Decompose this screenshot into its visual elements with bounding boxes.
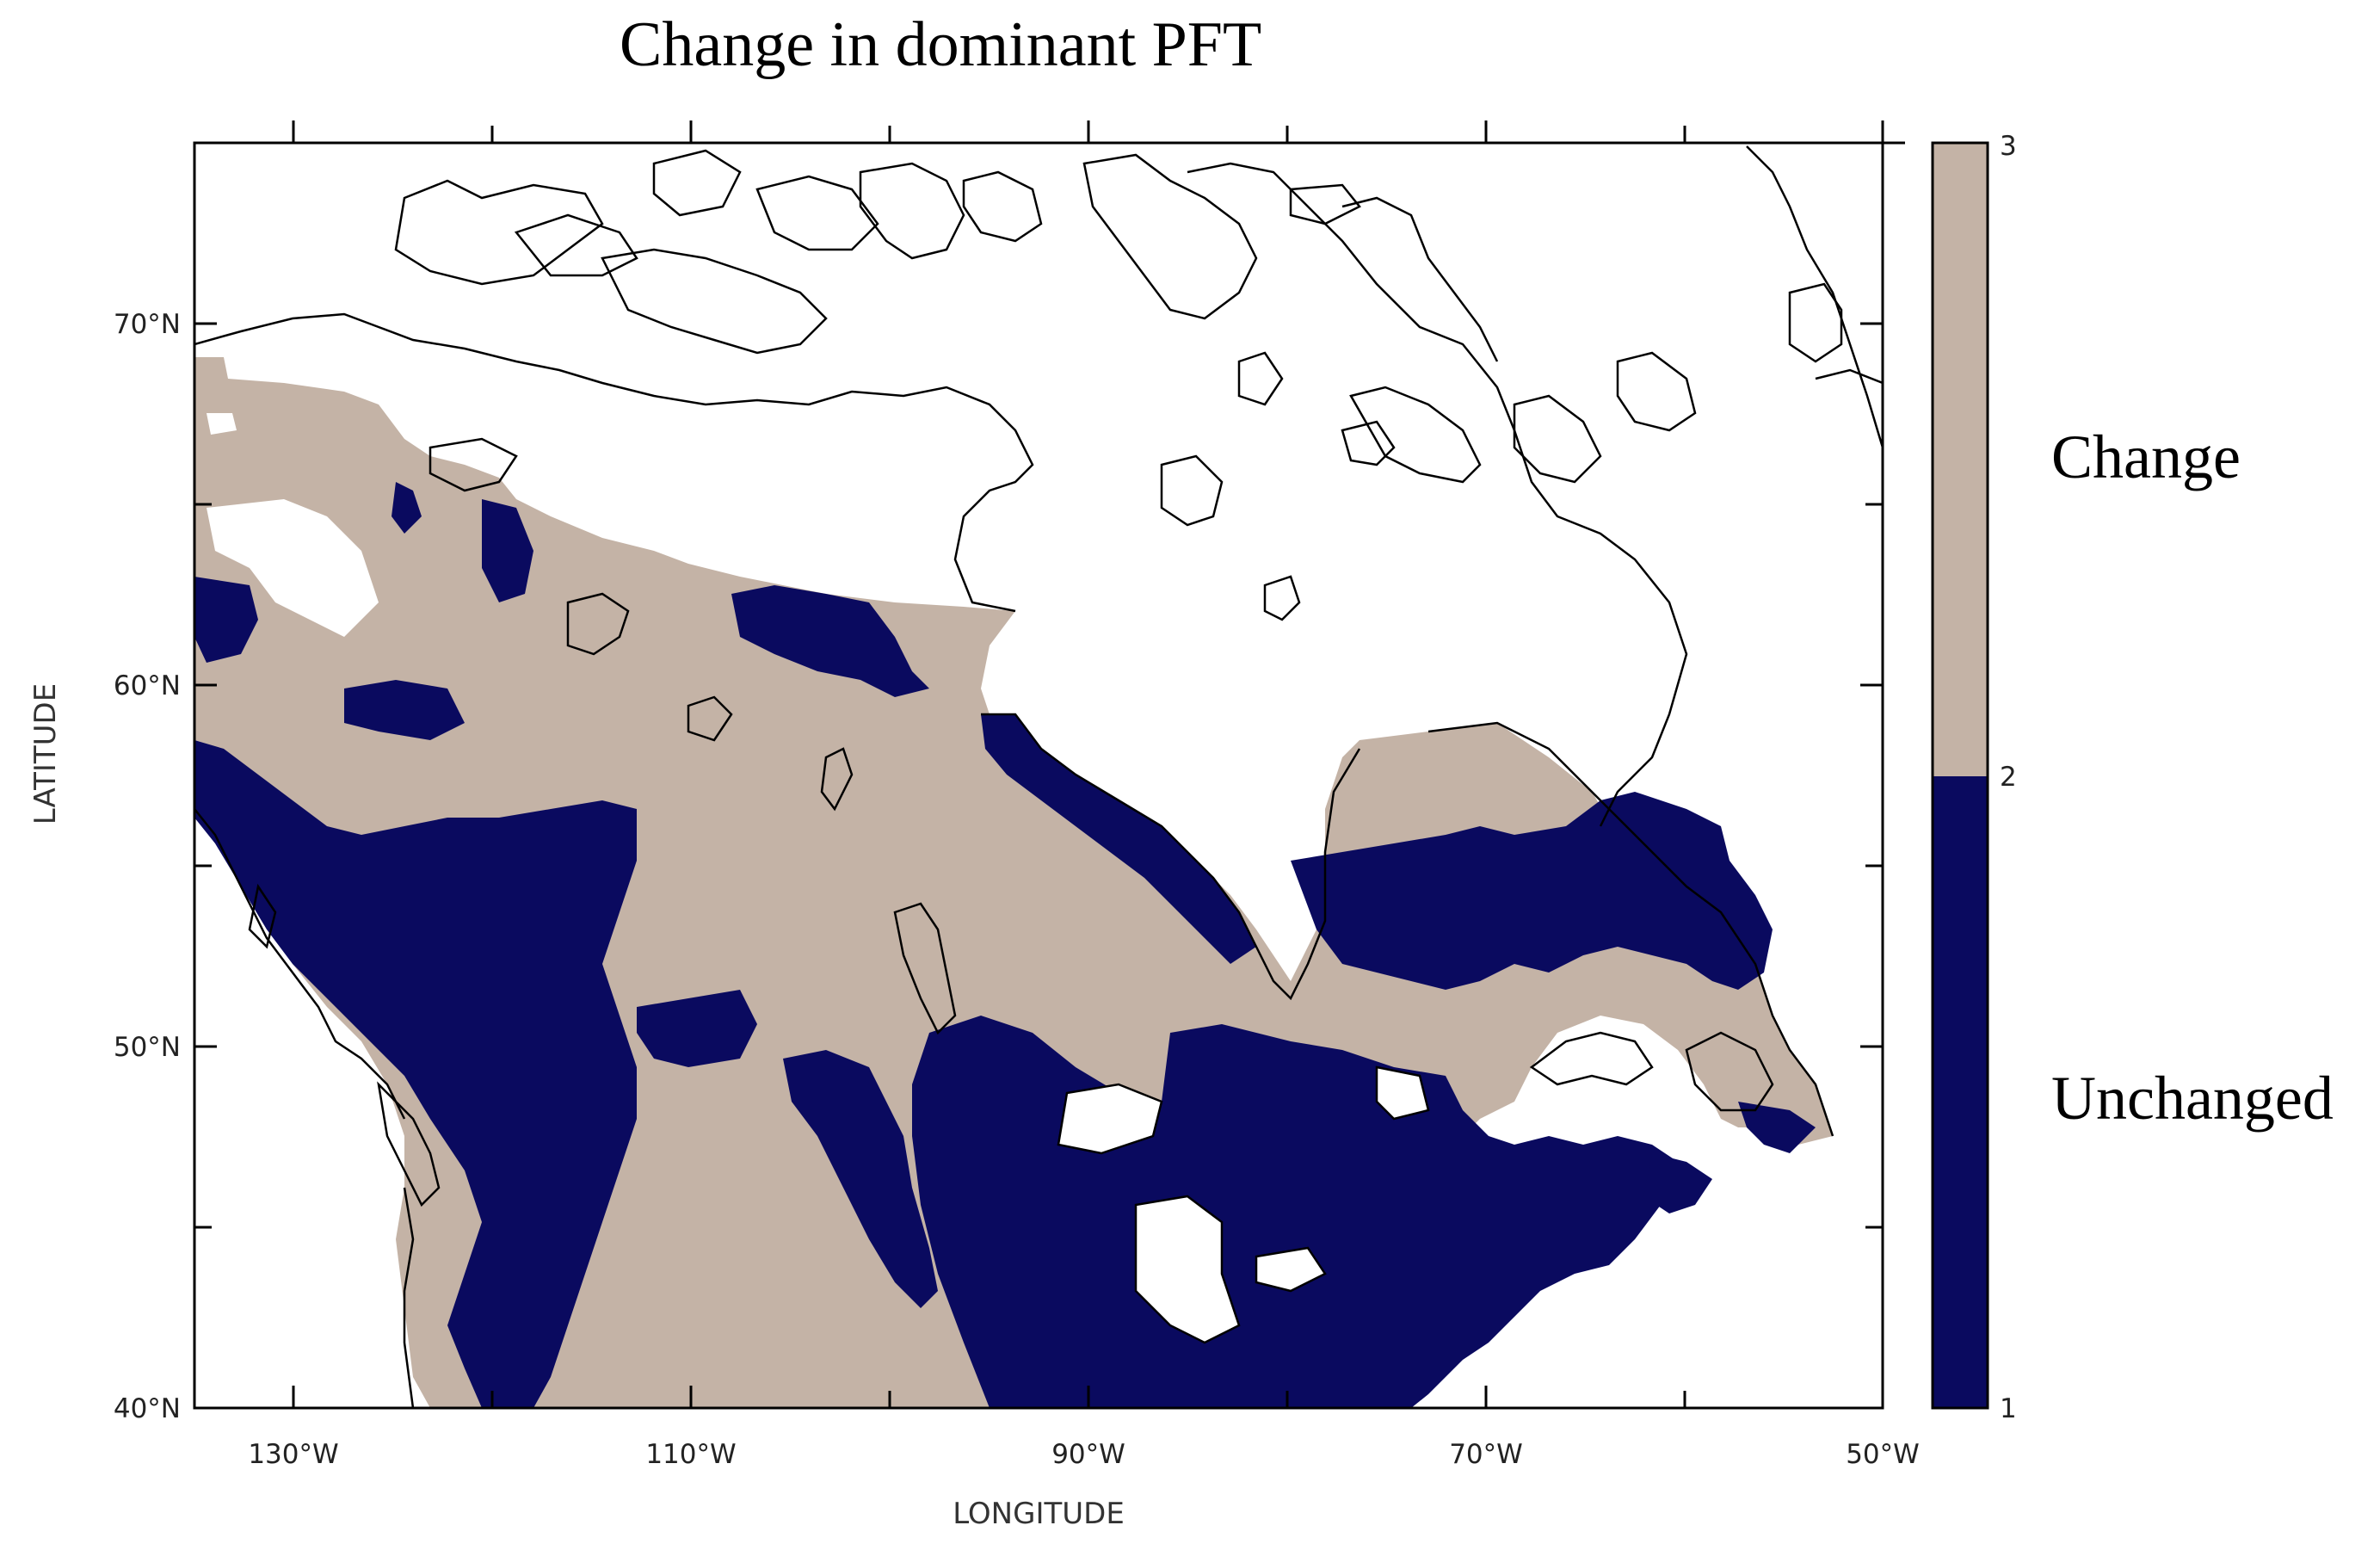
x-ticks	[292, 120, 1884, 1408]
y-tick-label: 60°N	[114, 670, 181, 701]
unchanged-region	[194, 482, 1816, 1408]
y-tick-label: 70°N	[114, 309, 181, 340]
x-tick-label: 90°W	[1051, 1439, 1125, 1470]
x-tick-label: 70°W	[1449, 1439, 1523, 1470]
x-axis-title: LONGITUDE	[953, 1497, 1125, 1531]
x-tick-label: 110°W	[645, 1439, 736, 1470]
no-data-patches	[207, 413, 1428, 1343]
legend-label-change: Change	[2051, 423, 2241, 491]
map-area	[194, 143, 1883, 1408]
x-tick-label: 50°W	[1846, 1439, 1920, 1470]
colorbar-tick-label: 3	[2000, 131, 2017, 162]
y-ticks	[194, 141, 1905, 1229]
y-axis-title: LATITUDE	[28, 683, 63, 824]
colorbar-tick-label: 1	[2000, 1393, 2017, 1424]
colorbar-change-swatch	[1933, 143, 1988, 776]
colorbar: 3 2 1	[1931, 131, 2017, 1424]
map-title: Change in dominant PFT	[620, 9, 1262, 80]
legend-label-unchanged: Unchanged	[2051, 1064, 2334, 1133]
x-tick-label: 130°W	[248, 1439, 338, 1470]
colorbar-tick-label: 2	[2000, 762, 2017, 793]
coastlines	[194, 145, 1883, 1408]
y-tick-label: 40°N	[114, 1393, 181, 1424]
y-tick-label: 50°N	[114, 1032, 181, 1063]
colorbar-unchanged-swatch	[1933, 776, 1988, 1408]
